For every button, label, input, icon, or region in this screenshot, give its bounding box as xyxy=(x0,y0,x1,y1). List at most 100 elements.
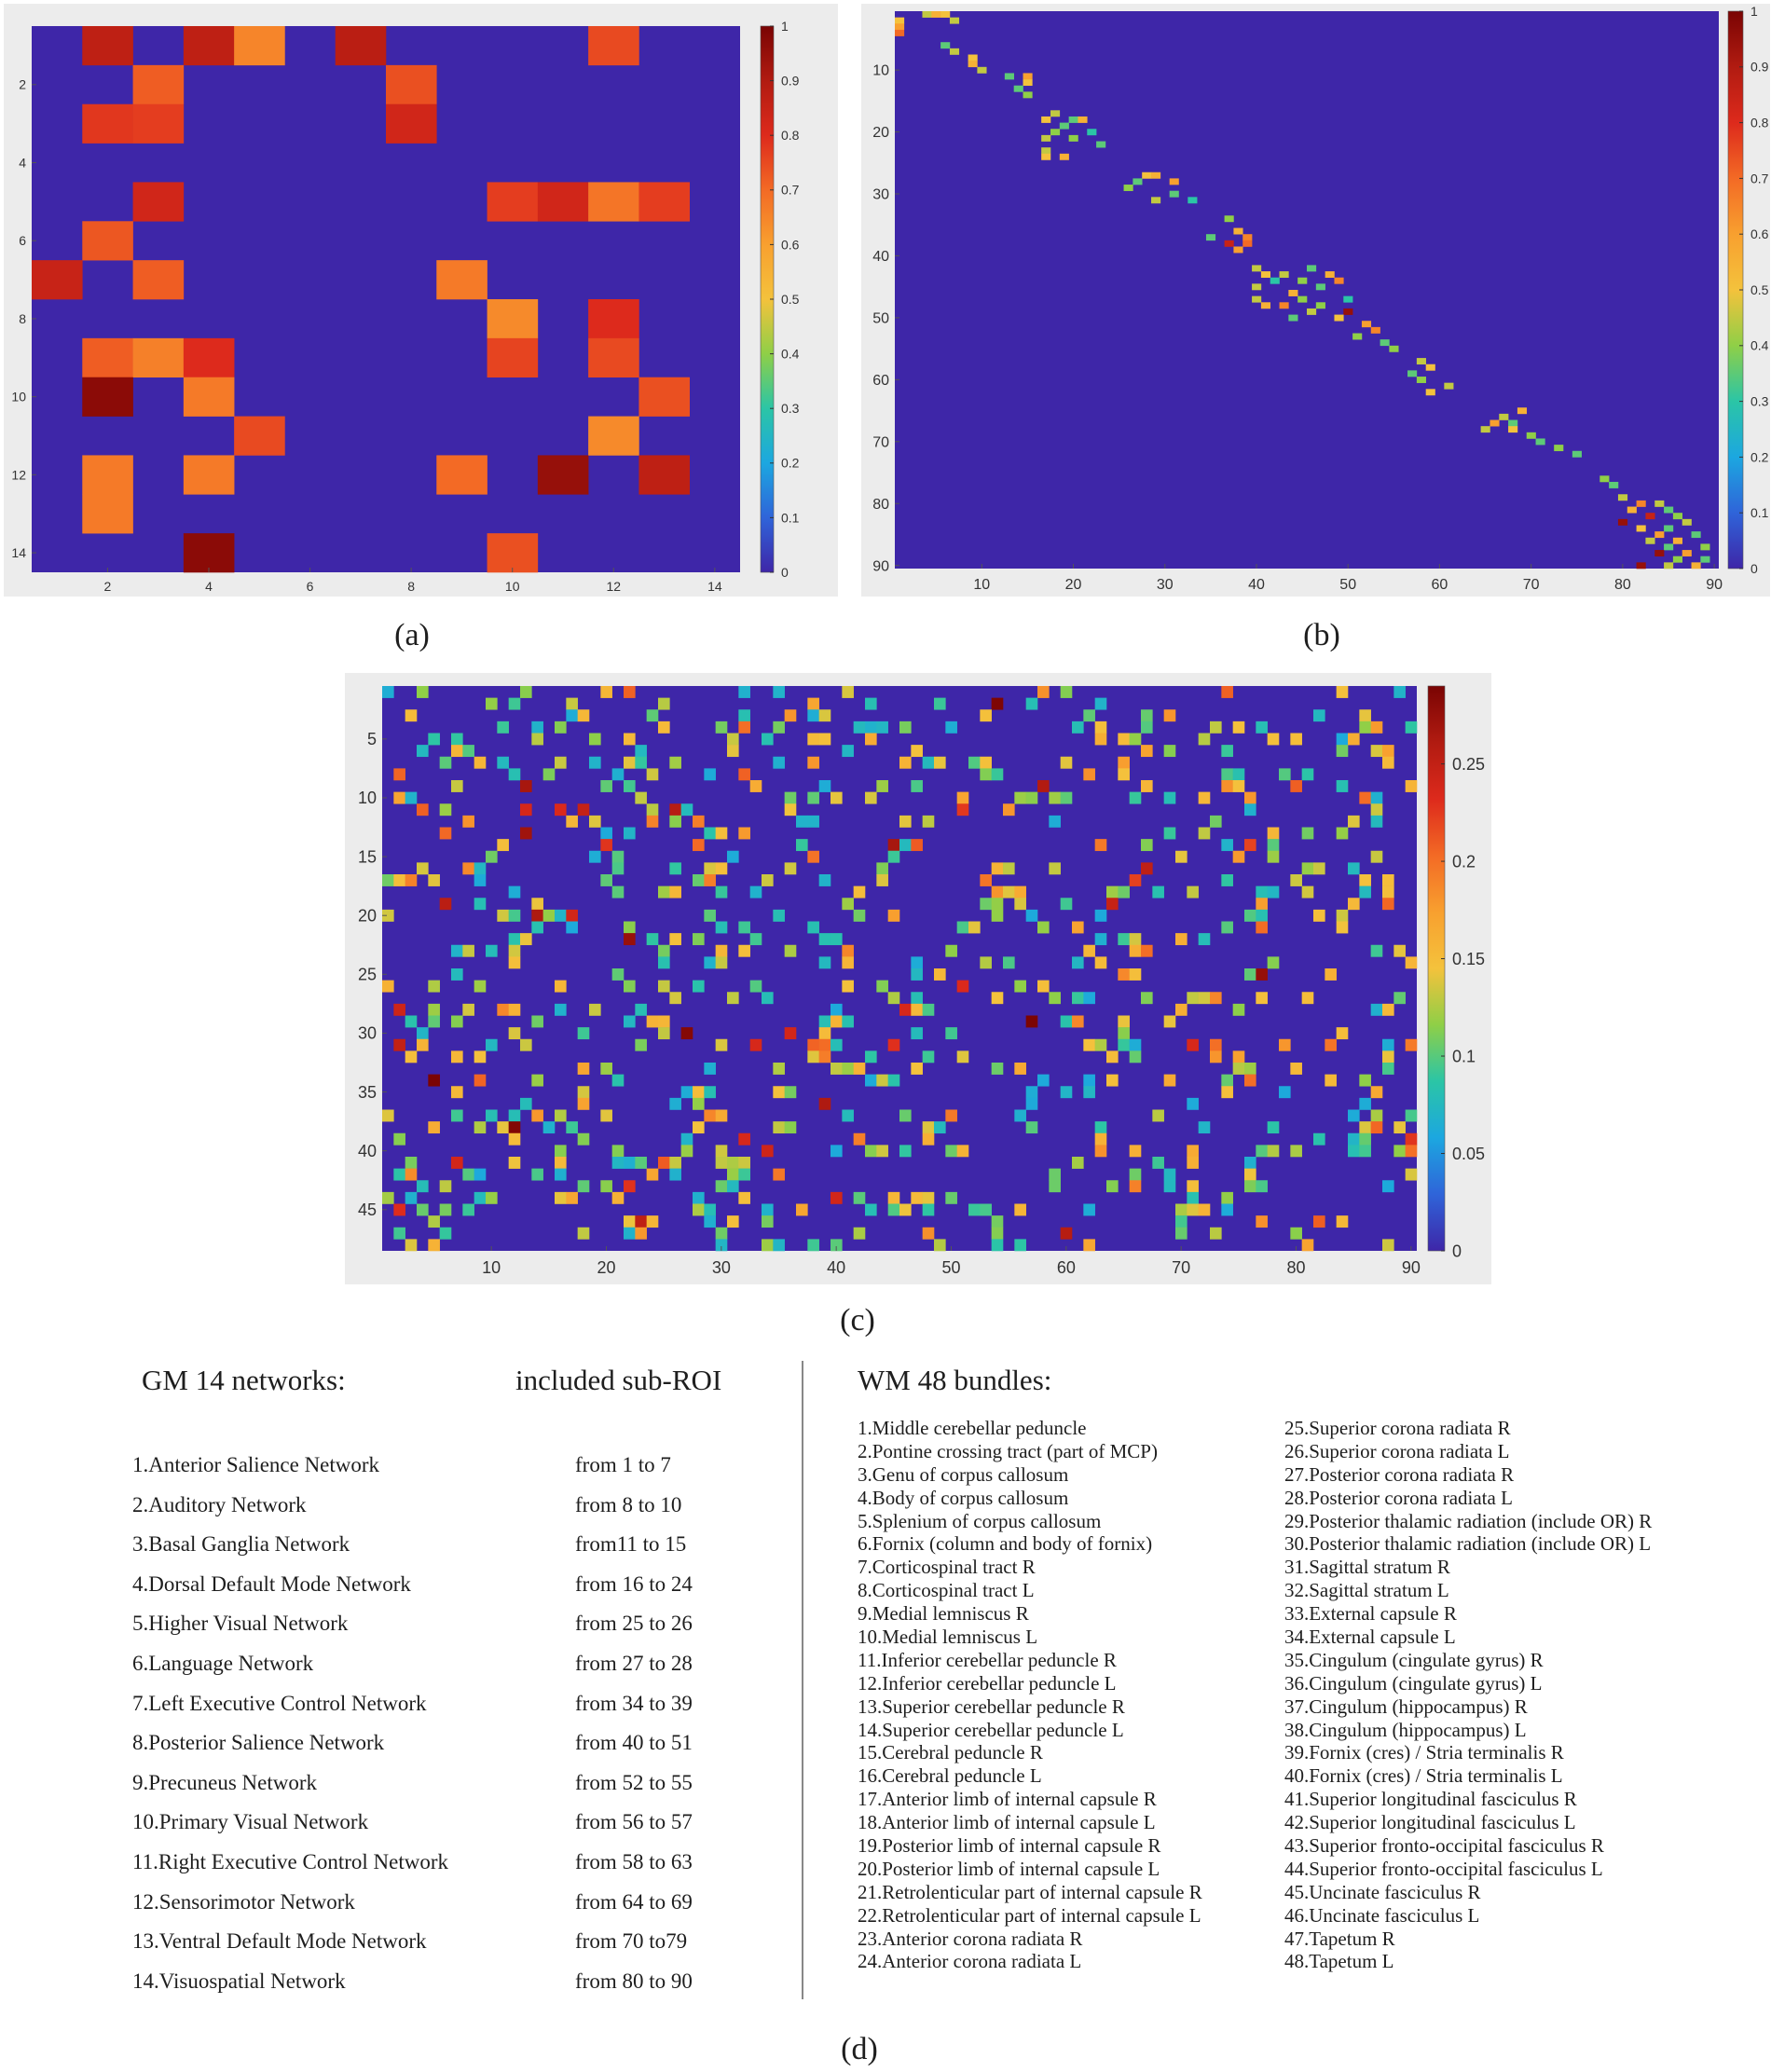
heatmap-cell xyxy=(382,686,394,698)
heatmap-cell xyxy=(1003,885,1015,899)
heatmap-cell xyxy=(1014,1203,1026,1216)
heatmap-cell xyxy=(462,1168,474,1181)
heatmap-cell xyxy=(693,933,705,946)
heatmap-cell xyxy=(32,260,83,300)
heatmap-cell xyxy=(1348,1109,1360,1122)
x-tick-label: 20 xyxy=(1065,577,1082,593)
y-tick-label: 2 xyxy=(19,77,26,92)
heatmap-cell xyxy=(1014,980,1026,993)
colorbar-tick-label: 0.1 xyxy=(1452,1047,1476,1065)
heatmap-cell xyxy=(658,944,670,957)
heatmap-cell xyxy=(508,1027,521,1040)
heatmap-cell xyxy=(1405,720,1418,734)
heatmap-c: 10 20 30 40 50 60 70 80 90 5 10 15 20 25 30 35 40 45 0 0.05… xyxy=(345,673,1491,1284)
heatmap-cell xyxy=(899,720,912,734)
heatmap-cell xyxy=(1221,874,1233,886)
heatmap-cell xyxy=(393,1132,405,1146)
heatmap-cell xyxy=(669,1097,681,1110)
heatmap-cell xyxy=(887,1203,900,1216)
heatmap-cell xyxy=(635,1215,647,1228)
heatmap-cell xyxy=(1163,745,1176,758)
heatmap-cell xyxy=(1072,921,1084,934)
heatmap-cell xyxy=(669,1157,681,1169)
heatmap-cell xyxy=(393,791,405,804)
heatmap-cell xyxy=(132,182,185,222)
heatmap-cell xyxy=(555,1145,567,1158)
heatmap-cell xyxy=(715,1038,728,1051)
heatmap-cell xyxy=(1003,862,1015,875)
heatmap-cell xyxy=(1023,79,1033,87)
heatmap-cell xyxy=(1405,1168,1418,1181)
wm-bundle-item: 42.Superior longitudinal fasciculus L xyxy=(1284,1811,1576,1834)
heatmap-cell xyxy=(486,1109,498,1122)
heatmap-cell xyxy=(1359,885,1371,899)
x-tick-label: 14 xyxy=(707,579,722,594)
heatmap-cell xyxy=(1334,314,1344,322)
heatmap-cell xyxy=(934,756,946,769)
heatmap-cell xyxy=(1141,780,1153,792)
heatmap-cell xyxy=(1359,791,1371,804)
heatmap-cell xyxy=(451,968,463,981)
heatmap-cell xyxy=(611,850,625,863)
heatmap-cell xyxy=(1014,898,1026,911)
heatmap-cell xyxy=(693,874,705,886)
heatmap-cell xyxy=(1691,562,1701,569)
heatmap-cell xyxy=(727,1157,739,1169)
heatmap-cell xyxy=(1037,686,1050,698)
heatmap-cell xyxy=(1025,1086,1038,1099)
y-tick-label: 20 xyxy=(358,906,377,925)
heatmap-cell xyxy=(1313,862,1325,875)
heatmap-cell xyxy=(1290,874,1302,886)
x-tick-label: 90 xyxy=(1402,1258,1421,1277)
heatmap-cell xyxy=(508,909,521,922)
heatmap-cell xyxy=(773,1168,785,1181)
heatmap-cell xyxy=(1141,839,1153,852)
heatmap-cell xyxy=(1336,686,1349,698)
caption-d: (d) xyxy=(841,2032,878,2066)
heatmap-cell xyxy=(1370,944,1383,957)
gm-range-item: from 1 to 7 xyxy=(575,1453,671,1476)
heatmap-cell xyxy=(1682,518,1692,526)
heatmap-cell xyxy=(508,944,521,957)
heatmap-cell xyxy=(1106,1180,1119,1193)
heatmap-cell xyxy=(1060,686,1073,698)
heatmap-cell xyxy=(417,1038,429,1051)
heatmap-cell xyxy=(1313,709,1325,722)
heatmap-cell xyxy=(853,885,866,899)
heatmap-cell xyxy=(831,1038,843,1051)
wm-bundle-item: 5.Splenium of corpus callosum xyxy=(858,1509,1102,1532)
heatmap-cell xyxy=(669,885,681,899)
heatmap-cell xyxy=(1405,780,1418,792)
wm-title: WM 48 bundles: xyxy=(858,1364,1052,1396)
heatmap-cell xyxy=(1252,283,1262,291)
heatmap-cell xyxy=(704,1215,716,1228)
heatmap-cell xyxy=(704,1203,716,1216)
wm-bundle-item: 14.Superior cerebellar peduncle L xyxy=(858,1718,1124,1741)
heatmap-cell xyxy=(934,968,946,981)
heatmap-cell xyxy=(831,1145,843,1158)
heatmap-cell xyxy=(542,768,556,781)
heatmap-cell xyxy=(899,756,912,769)
heatmap-cell xyxy=(853,1132,866,1146)
heatmap-cell xyxy=(462,1003,474,1016)
heatmap-cell xyxy=(895,17,905,24)
heatmap-cell xyxy=(922,11,932,18)
heatmap-cell xyxy=(1187,1157,1199,1169)
heatmap-cell xyxy=(818,1097,831,1110)
caption-b: (b) xyxy=(1303,618,1340,652)
x-tick-label: 80 xyxy=(1614,577,1631,593)
heatmap-cell xyxy=(439,1203,452,1216)
x-tick-label: 50 xyxy=(1339,577,1356,593)
heatmap-cell xyxy=(646,815,659,828)
heatmap-cell xyxy=(693,1191,705,1204)
heatmap-cell xyxy=(474,1191,487,1204)
heatmap-cell xyxy=(1037,921,1050,934)
heatmap-cell xyxy=(1003,956,1015,969)
y-tick-label: 4 xyxy=(19,155,26,170)
heatmap-cell xyxy=(451,1157,463,1169)
heatmap-cell xyxy=(1359,874,1371,886)
heatmap-cell xyxy=(1094,839,1107,852)
heatmap-cell xyxy=(831,1239,843,1252)
wm-bundle-item: 7.Corticospinal tract R xyxy=(858,1556,1036,1579)
gm-title: GM 14 networks: xyxy=(142,1364,346,1396)
